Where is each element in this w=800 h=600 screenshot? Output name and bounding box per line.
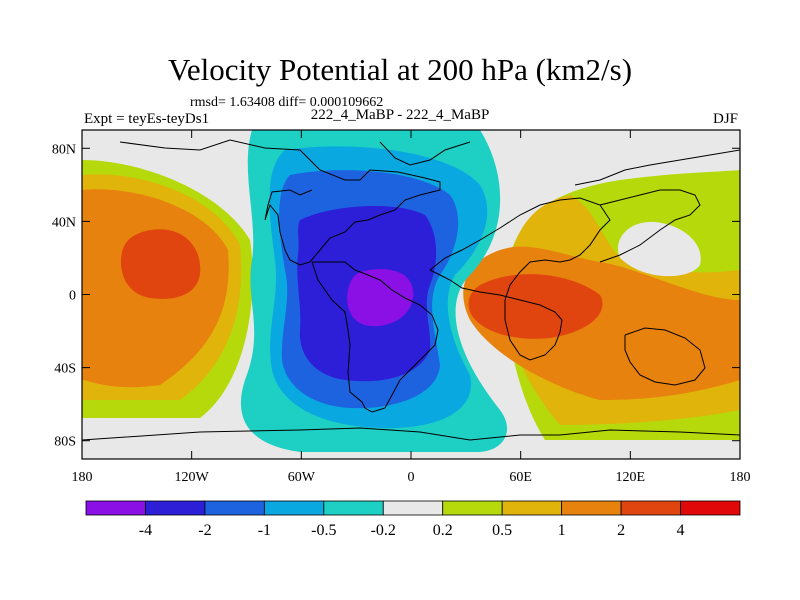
y-tick-label: 40S (54, 362, 76, 377)
colorbar-swatch (145, 500, 206, 516)
colorbar-swatch (263, 500, 325, 516)
x-tick-label: 180 (730, 470, 751, 485)
contour-2-east (468, 274, 603, 339)
colorbar-swatch (85, 500, 146, 516)
chart-title: Velocity Potential at 200 hPa (km2/s) (167, 52, 633, 87)
contour-0.2-east-hole (617, 221, 701, 277)
x-tick-label: 0 (408, 470, 415, 485)
y-tick-label: 80S (54, 435, 76, 450)
y-tick-label: 40N (52, 215, 76, 230)
colorbar-label: -2 (198, 522, 211, 539)
coast-australia (624, 327, 706, 386)
coast-eurasia (574, 149, 740, 263)
x-tick-label: 60W (288, 470, 316, 485)
x-tick-label: 120W (175, 470, 210, 485)
colorbar-swatch (620, 500, 681, 516)
colorbar-label: -4 (139, 522, 152, 539)
y-tick-label: 0 (69, 289, 76, 304)
colorbar-label: 2 (617, 522, 625, 539)
season-label: DJF (712, 111, 738, 127)
contour-neg-4 (347, 269, 414, 327)
x-axis: 180 120W 60W 0 60E 120E 180 (72, 130, 751, 485)
experiment-label: Expt = teyEs-teyDs1 (84, 111, 210, 127)
x-tick-label: 60E (509, 470, 532, 485)
colorbar-label: -1 (258, 522, 271, 539)
coast-central-south-america (311, 261, 439, 413)
continent-outlines (82, 139, 740, 441)
colorbar-label: -0.2 (371, 522, 396, 539)
colorbar-label: 0.2 (433, 522, 453, 539)
colorbar-swatch (382, 500, 444, 516)
coast-north-america (119, 139, 441, 266)
colorbar-swatch (442, 500, 503, 516)
y-tick-label: 80N (52, 142, 76, 157)
coast-africa-europe (429, 197, 611, 361)
coast-antarctica (82, 427, 740, 441)
y-axis: 80N 40N 0 40S 80S (52, 142, 740, 450)
contour-2-west (120, 229, 201, 299)
colorbar-swatch (204, 500, 265, 516)
coast-greenland (379, 141, 471, 166)
colorbar-swatch (561, 500, 622, 516)
rmsd-diff-stats: rmsd= 1.63408 diff= 0.000109662 (190, 95, 384, 110)
colorbar-label: -0.5 (311, 522, 336, 539)
contour-fill-layers (82, 130, 740, 452)
colorbar-label: 1 (558, 522, 566, 539)
colorbar: -4 -2 -1 -0.5 -0.2 0.2 0.5 1 2 4 (85, 500, 741, 539)
colorbar-swatch (323, 500, 384, 516)
colorbar-swatch (680, 500, 741, 516)
x-tick-label: 180 (72, 470, 93, 485)
colorbar-label: 0.5 (492, 522, 512, 539)
colorbar-swatch (501, 500, 563, 516)
x-tick-label: 120E (616, 470, 646, 485)
case-label: 222_4_MaBP - 222_4_MaBP (310, 107, 490, 123)
colorbar-label: 4 (677, 522, 685, 539)
